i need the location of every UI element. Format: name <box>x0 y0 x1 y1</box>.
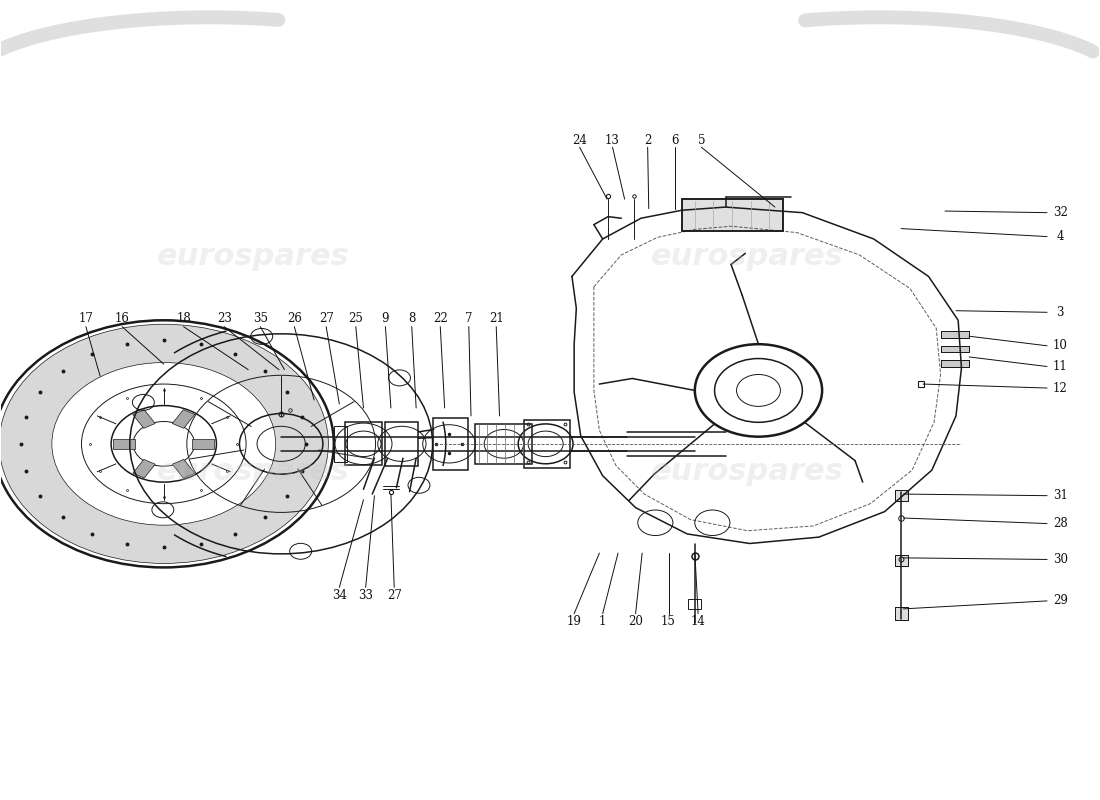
Text: 8: 8 <box>408 312 416 325</box>
Bar <box>940 331 969 338</box>
Text: 5: 5 <box>697 134 705 147</box>
Text: 27: 27 <box>319 312 333 325</box>
Bar <box>333 426 346 462</box>
Text: 6: 6 <box>671 134 679 147</box>
Text: 33: 33 <box>359 589 373 602</box>
Text: 22: 22 <box>433 312 448 325</box>
Bar <box>133 410 155 428</box>
Text: 18: 18 <box>176 312 191 325</box>
Text: 2: 2 <box>644 134 651 147</box>
Text: 14: 14 <box>691 615 705 628</box>
Text: 19: 19 <box>566 615 582 628</box>
Bar <box>894 607 908 620</box>
Text: 7: 7 <box>465 312 473 325</box>
Bar <box>524 420 570 468</box>
Text: 12: 12 <box>1053 382 1068 394</box>
Text: 16: 16 <box>114 312 130 325</box>
Bar <box>173 459 195 478</box>
Bar <box>940 360 969 366</box>
Bar <box>940 346 969 352</box>
Bar <box>682 199 782 231</box>
Text: 32: 32 <box>1053 206 1068 219</box>
Wedge shape <box>0 324 329 563</box>
Text: 21: 21 <box>488 312 504 325</box>
Bar <box>133 459 155 478</box>
Text: eurospares: eurospares <box>651 242 844 271</box>
Bar <box>344 422 382 466</box>
Text: 25: 25 <box>349 312 363 325</box>
Text: 29: 29 <box>1053 594 1068 607</box>
Text: 15: 15 <box>661 615 675 628</box>
Bar <box>940 346 969 352</box>
Bar <box>173 410 195 428</box>
Text: 3: 3 <box>1056 306 1064 319</box>
Text: 1: 1 <box>600 615 606 628</box>
Bar <box>894 490 908 502</box>
Bar <box>894 607 908 620</box>
Bar <box>940 360 969 366</box>
Text: 17: 17 <box>78 312 94 325</box>
Text: 24: 24 <box>572 134 587 147</box>
Bar <box>894 554 908 566</box>
Bar <box>682 199 782 231</box>
Text: 31: 31 <box>1053 489 1068 502</box>
Text: 9: 9 <box>382 312 389 325</box>
Text: 23: 23 <box>217 312 232 325</box>
Text: 30: 30 <box>1053 553 1068 566</box>
Bar <box>894 490 908 502</box>
Text: eurospares: eurospares <box>157 458 350 486</box>
Text: 13: 13 <box>605 134 620 147</box>
Text: 35: 35 <box>253 312 267 325</box>
Text: 34: 34 <box>332 589 346 602</box>
Text: 28: 28 <box>1053 517 1068 530</box>
Text: 4: 4 <box>1056 230 1064 243</box>
Text: 11: 11 <box>1053 360 1068 373</box>
Bar <box>113 439 135 449</box>
Bar <box>940 331 969 338</box>
Bar <box>432 418 468 470</box>
Text: 26: 26 <box>287 312 301 325</box>
Text: eurospares: eurospares <box>157 242 350 271</box>
Bar <box>689 599 702 609</box>
Bar <box>192 439 215 449</box>
Bar <box>894 554 908 566</box>
Bar <box>475 424 532 464</box>
Text: eurospares: eurospares <box>651 458 844 486</box>
Text: 20: 20 <box>628 615 643 628</box>
Bar <box>385 422 418 466</box>
Text: 27: 27 <box>387 589 402 602</box>
Text: 10: 10 <box>1053 339 1068 352</box>
